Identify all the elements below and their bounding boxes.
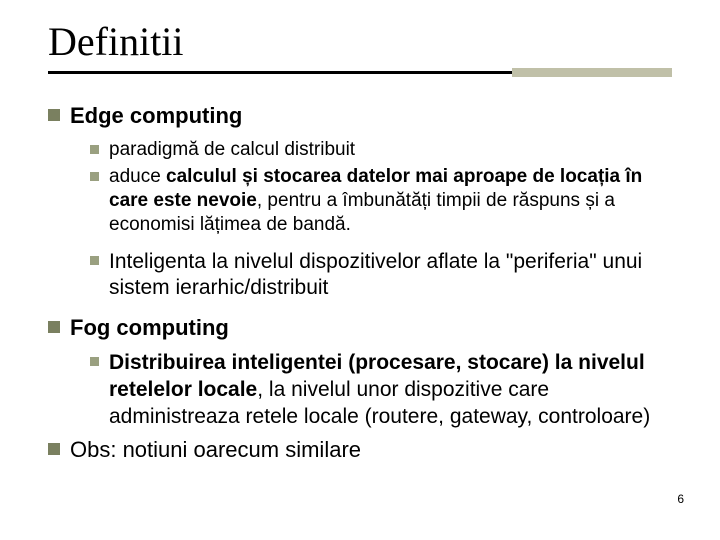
text-paradigm: paradigmă de calcul distribuit — [109, 138, 355, 162]
bullet-paradigm: paradigmă de calcul distribuit — [90, 138, 672, 162]
bullet-edge-computing: Edge computing — [48, 102, 672, 130]
bullet-inteligenta: Inteligenta la nivelul dispozitivelor af… — [90, 249, 672, 303]
square-bullet-icon — [48, 109, 60, 121]
square-bullet-icon — [90, 172, 99, 181]
bullet-aduce: aduce calculul și stocarea datelor mai a… — [90, 165, 672, 236]
bullet-distribuirea: Distribuirea inteligentei (procesare, st… — [90, 350, 672, 431]
heading-edge-computing: Edge computing — [70, 102, 242, 130]
text-aduce: aduce calculul și stocarea datelor mai a… — [109, 165, 672, 236]
slide-title: Definitii — [48, 18, 672, 65]
heading-fog-computing: Fog computing — [70, 314, 229, 342]
square-bullet-icon — [90, 145, 99, 154]
text-aduce-pre: aduce — [109, 166, 166, 187]
title-underline — [48, 71, 672, 74]
text-inteligenta: Inteligenta la nivelul dispozitivelor af… — [109, 249, 672, 303]
square-bullet-icon — [90, 256, 99, 265]
square-bullet-icon — [48, 321, 60, 333]
page-number: 6 — [677, 492, 684, 506]
bullet-fog-computing: Fog computing — [48, 314, 672, 342]
bullet-obs: Obs: notiuni oarecum similare — [48, 436, 672, 464]
heading-obs: Obs: notiuni oarecum similare — [70, 436, 361, 464]
square-bullet-icon — [48, 443, 60, 455]
square-bullet-icon — [90, 357, 99, 366]
text-distribuirea: Distribuirea inteligentei (procesare, st… — [109, 350, 672, 431]
